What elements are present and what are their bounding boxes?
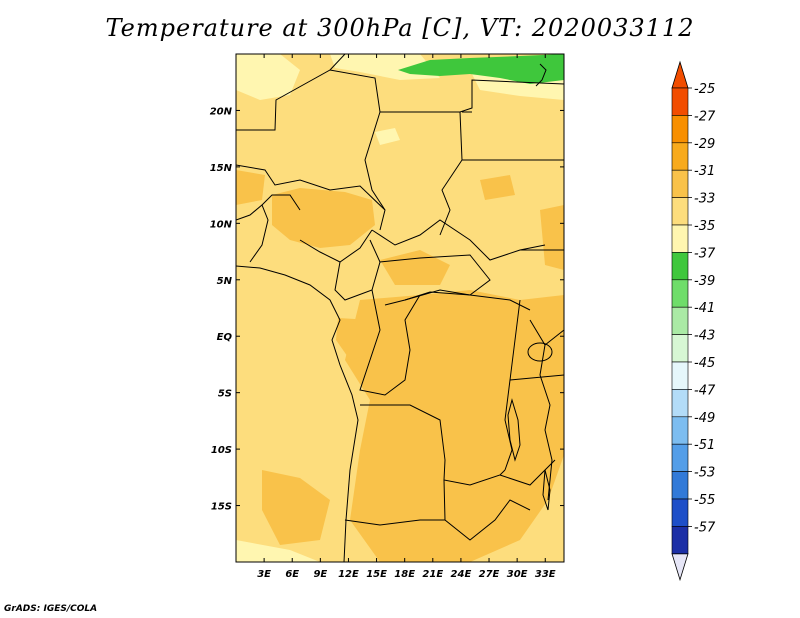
colorbar-label: -33 <box>694 192 715 207</box>
colorbar-swatch <box>671 416 689 445</box>
warm-region-5 <box>380 250 450 285</box>
x-tick-label: 27E <box>479 569 500 580</box>
y-tick-label: 15N <box>210 163 233 174</box>
colorbar-label: -31 <box>694 164 715 179</box>
colorbar-label: -37 <box>694 246 716 261</box>
x-tick-label: 30E <box>507 569 528 580</box>
colorbar-swatch <box>671 361 689 390</box>
x-tick-label: 3E <box>257 569 271 580</box>
border-line-12 <box>359 289 421 396</box>
border-line-25 <box>509 374 564 381</box>
colorbar-swatch <box>671 498 689 527</box>
colorbar-label: -27 <box>694 109 716 124</box>
country-borders <box>236 54 564 562</box>
colorbar-top-arrow <box>671 60 689 89</box>
warm-region-4 <box>336 318 378 360</box>
colorbar-swatch <box>671 169 689 198</box>
border-line-8 <box>371 219 546 261</box>
x-axis: 3E 6E 9E 12E 15E 18E 21E 24E 27E 30E 33E <box>257 54 556 580</box>
temperature-field <box>236 54 564 562</box>
warm-region-1 <box>345 290 564 562</box>
x-tick-label: 21E <box>422 569 443 580</box>
border-line-10 <box>334 239 381 301</box>
border-line-7 <box>236 164 386 231</box>
colorbar-swatch <box>671 279 689 308</box>
warm-region-8 <box>480 175 515 200</box>
y-tick-label: 10N <box>210 219 233 230</box>
border-line-14 <box>504 299 521 471</box>
colorbar-label: -35 <box>694 219 715 234</box>
border-line-5 <box>439 111 463 236</box>
y-tick-label: 5S <box>218 389 232 400</box>
colorbar-label: -49 <box>694 411 715 426</box>
cool-region-1 <box>236 54 300 100</box>
colorbar-label: -55 <box>694 493 715 508</box>
lake-victoria <box>527 342 553 362</box>
cold-region <box>398 54 564 84</box>
colorbar-bottom-arrow <box>671 553 689 582</box>
y-tick-label: 15S <box>211 502 232 513</box>
colorbar-label: -45 <box>694 356 715 371</box>
border-line-1 <box>236 265 359 562</box>
colorbar-swatch <box>671 526 689 555</box>
cool-region-5 <box>375 128 400 145</box>
border-line-20 <box>236 204 269 263</box>
colorbar-swatch <box>671 87 689 116</box>
colorbar-swatch <box>671 142 689 171</box>
border-line-17 <box>443 479 531 541</box>
colorbar-label: -25 <box>694 82 715 97</box>
colorbar-swatch <box>671 252 689 281</box>
colorbar-label: -41 <box>694 301 715 316</box>
y-tick-label: 20N <box>210 106 233 117</box>
x-tick-label: 33E <box>535 569 556 580</box>
border-line-21 <box>261 194 301 211</box>
colorbar-label: -47 <box>694 383 716 398</box>
border-line-3 <box>329 54 346 71</box>
chart-title: Temperature at 300hPa [C], VT: 202003311… <box>105 14 695 42</box>
colorbar-swatch <box>671 115 689 144</box>
colorbar-swatch <box>671 197 689 226</box>
colorbar-swatch <box>671 389 689 418</box>
border-line-2 <box>236 69 386 211</box>
x-tick-label: 9E <box>313 569 327 580</box>
warm-region-2 <box>272 188 375 248</box>
colorbar-label: -39 <box>694 274 715 289</box>
warm-region-3 <box>262 470 330 545</box>
x-tick-label: 15E <box>366 569 387 580</box>
colorbar-swatch <box>671 471 689 500</box>
x-tick-label: 6E <box>285 569 299 580</box>
border-line-18 <box>344 519 445 526</box>
y-tick-label: 10S <box>211 445 232 456</box>
border-line-4 <box>380 79 564 113</box>
y-axis: 20N 15N 10N 5N EQ 5S 10S 15S <box>210 106 564 513</box>
y-tick-label: 5N <box>217 276 233 287</box>
colorbar-label: -51 <box>694 438 715 453</box>
colorbar-swatch <box>671 334 689 363</box>
border-line-19 <box>499 459 556 486</box>
colorbar-label: -53 <box>694 466 715 481</box>
colorbar-swatch <box>671 443 689 472</box>
colorbar-label: -57 <box>694 520 716 535</box>
nile-delta <box>535 63 547 87</box>
border-line-16 <box>360 404 506 486</box>
x-tick-label: 18E <box>394 569 415 580</box>
colorbar-swatch <box>671 306 689 335</box>
lake-malawi <box>542 469 551 511</box>
border-line-24 <box>544 329 564 346</box>
colorbar: -25 -27 -29 -31 -33 -35 -37 -39 -41 -43 -45 -47 -49 -… <box>671 60 716 582</box>
x-tick-label: 12E <box>338 569 359 580</box>
map-frame <box>235 53 565 563</box>
warm-region-6 <box>540 205 564 270</box>
grads-credit: GrADS: IGES/COLA <box>4 604 98 614</box>
colorbar-label: -43 <box>694 329 715 344</box>
lake-tanganyika <box>507 398 521 462</box>
colorbar-label: -29 <box>694 137 715 152</box>
warm-region-7 <box>236 170 265 205</box>
border-line-13 <box>404 291 531 311</box>
colorbar-swatch <box>671 224 689 253</box>
y-tick-label: EQ <box>217 332 233 343</box>
x-tick-label: 24E <box>451 569 472 580</box>
cool-region-4 <box>236 540 320 562</box>
